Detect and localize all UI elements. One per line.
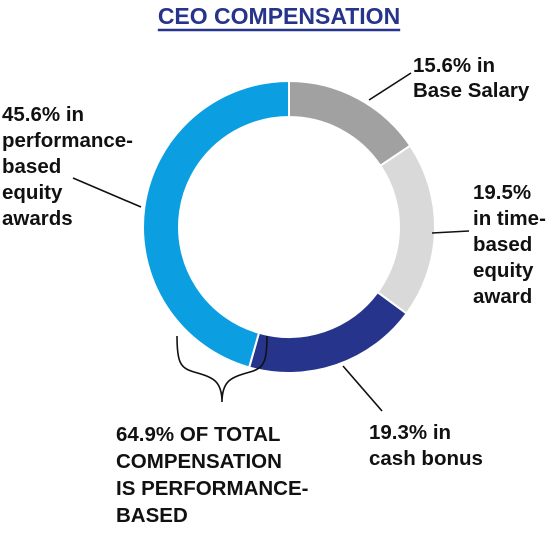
annotation-line: 64.9% OF TOTAL <box>116 423 280 446</box>
leader-line-2 <box>431 230 470 234</box>
slice-label-4: 45.6% in performance-based equity awards <box>2 103 133 230</box>
donut-slice-3 <box>247 290 408 374</box>
slice-label-1: 15.6% in Base Salary <box>413 54 530 102</box>
annotation-line: IS PERFORMANCE- <box>116 477 308 500</box>
leader-line-4 <box>72 177 142 208</box>
performance-bracket <box>176 335 268 403</box>
slice-label-line: award <box>473 285 532 308</box>
slice-label-line: performance- <box>2 129 133 152</box>
annotation-line: BASED <box>116 504 188 527</box>
slice-label-2: 19.5% in time-based equity award <box>473 181 546 308</box>
annotation-text: 64.9% OF TOTAL COMPENSATION IS PERFORMANCE… <box>116 423 308 527</box>
slice-label-line: 15.6% in <box>413 54 495 77</box>
slice-label-line: 19.3% in <box>369 421 451 444</box>
donut-slice-1 <box>288 79 412 168</box>
slice-label-line: equity <box>2 181 63 204</box>
slice-label-line: based <box>473 233 532 256</box>
donut-slice-2 <box>376 144 436 315</box>
leader-line-1 <box>368 72 412 101</box>
slice-labels: 15.6% in Base Salary 19.5% in time-based equ… <box>2 54 546 470</box>
donut-slices <box>142 79 436 374</box>
slice-label-line: equity <box>473 259 534 282</box>
chart-title: CEO COMPENSATION <box>158 3 400 29</box>
slice-label-line: awards <box>2 207 73 230</box>
slice-label-3: 19.3% in cash bonus <box>369 421 483 470</box>
leader-lines <box>72 72 470 412</box>
annotation-line: COMPENSATION <box>116 450 282 473</box>
slice-label-line: Base Salary <box>413 79 530 102</box>
leader-line-3 <box>342 365 383 412</box>
slice-label-line: 19.5% <box>473 181 531 204</box>
performance-annotation: 64.9% OF TOTAL COMPENSATION IS PERFORMANCE… <box>116 423 308 527</box>
donut-slice-4 <box>142 79 290 369</box>
slice-label-line: based <box>2 155 61 178</box>
slice-label-line: 45.6% in <box>2 103 84 126</box>
slice-label-line: cash bonus <box>369 447 483 470</box>
slice-label-line: in time- <box>473 207 546 230</box>
